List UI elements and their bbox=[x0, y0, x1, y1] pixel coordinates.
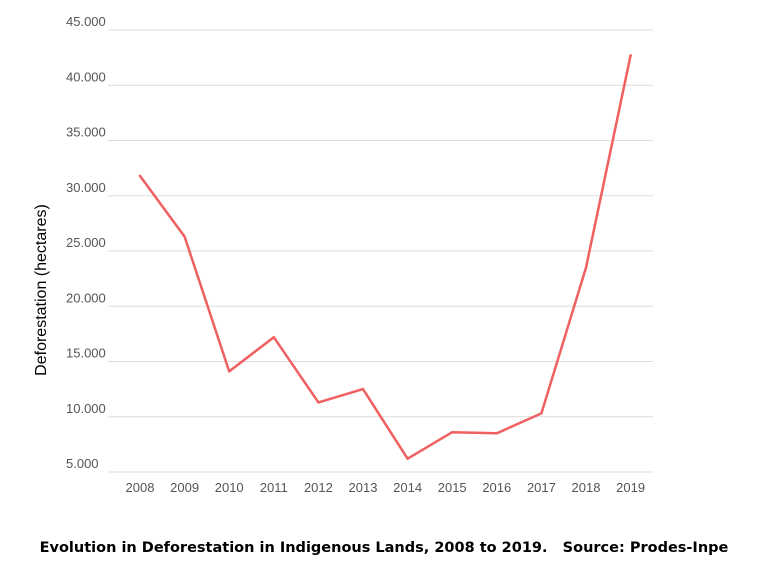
data-point bbox=[317, 401, 320, 404]
y-axis-label: Deforestation (hectares) bbox=[33, 204, 50, 376]
series-layer bbox=[138, 54, 632, 460]
data-point bbox=[406, 457, 409, 460]
data-point bbox=[540, 412, 543, 415]
x-tick-label: 2008 bbox=[126, 480, 155, 495]
y-tick-label: 10.000 bbox=[66, 401, 106, 416]
x-tick-label: 2015 bbox=[438, 480, 467, 495]
x-tick-label: 2014 bbox=[393, 480, 422, 495]
data-point bbox=[272, 335, 275, 339]
y-tick-label: 25.000 bbox=[66, 235, 106, 250]
y-tick-label: 5.000 bbox=[66, 456, 99, 471]
data-point bbox=[138, 174, 142, 178]
data-point bbox=[584, 266, 588, 269]
y-tick-label: 45.000 bbox=[66, 14, 106, 29]
y-axis-ticks: 5.000 10.000 15.000 20.000 25.000 30.000 35.00… bbox=[66, 14, 106, 471]
x-tick-label: 2012 bbox=[304, 480, 333, 495]
data-point bbox=[451, 431, 454, 434]
x-tick-label: 2009 bbox=[170, 480, 199, 495]
data-point bbox=[183, 235, 186, 238]
data-point bbox=[228, 370, 231, 373]
x-tick-label: 2018 bbox=[572, 480, 601, 495]
y-tick-label: 20.000 bbox=[66, 290, 106, 305]
x-tick-label: 2017 bbox=[527, 480, 556, 495]
x-tick-label: 2019 bbox=[616, 480, 645, 495]
y-tick-label: 15.000 bbox=[66, 346, 106, 361]
x-tick-label: 2016 bbox=[482, 480, 511, 495]
data-point bbox=[629, 54, 632, 57]
y-tick-label: 35.000 bbox=[66, 125, 106, 140]
figure-caption: Evolution in Deforestation in Indigenous… bbox=[39, 540, 729, 556]
data-point bbox=[361, 387, 365, 391]
x-tick-label: 2013 bbox=[349, 480, 378, 495]
y-tick-label: 30.000 bbox=[66, 180, 106, 195]
data-point bbox=[495, 432, 498, 435]
y-tick-label: 40.000 bbox=[66, 69, 106, 84]
series-line bbox=[138, 54, 632, 460]
grid-lines bbox=[108, 29, 653, 473]
x-tick-label: 2011 bbox=[260, 480, 288, 495]
x-tick-label: 2010 bbox=[215, 480, 244, 495]
x-axis-ticks: 2008 2009 2010 2011 2012 2013 2014 2015 2016 2017… bbox=[126, 480, 646, 495]
